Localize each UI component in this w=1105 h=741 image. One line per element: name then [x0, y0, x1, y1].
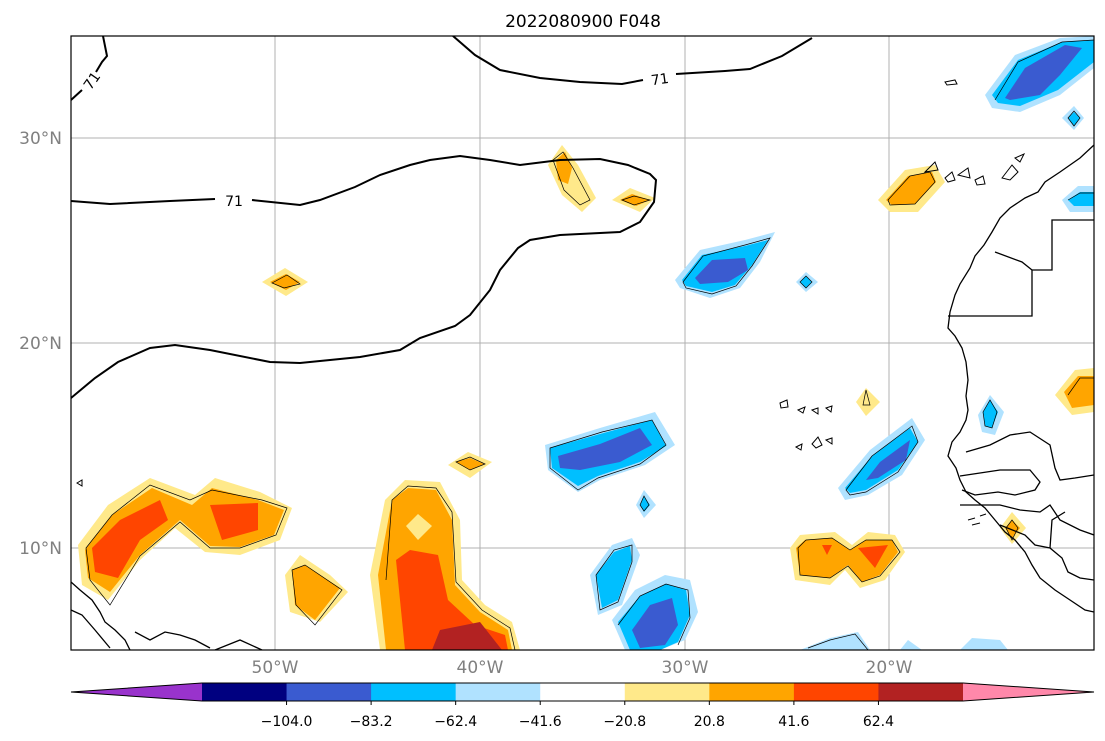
- anomaly-blob-neg: [845, 428, 918, 493]
- country-border: [994, 251, 1033, 271]
- cape-verde-island: [779, 399, 789, 409]
- africa-coast: [947, 144, 1094, 613]
- isoline-71: [71, 36, 813, 399]
- latitude-labels: 30°N 20°N 10°N: [19, 129, 62, 559]
- cape-verde-island: [811, 436, 823, 449]
- colorbar-extend-high: [963, 683, 1094, 701]
- islands: [76, 79, 1026, 526]
- bijagos-island: [967, 513, 987, 526]
- cape-verde-island: [796, 406, 806, 414]
- colorbar-tick-label: 20.8: [694, 714, 725, 730]
- canary-island: [974, 175, 986, 186]
- anomaly-blob-neg: [695, 258, 748, 284]
- cape-verde-island: [794, 443, 803, 451]
- anomaly-blob-neg: [900, 640, 922, 650]
- anomaly-blob-pos: [406, 514, 432, 540]
- map-area: 71 71 71: [71, 36, 1094, 650]
- anomaly-blob-pos: [822, 545, 832, 555]
- colorbar-tick-label: −20.8: [603, 714, 646, 730]
- colorbar-tick-label: −62.4: [434, 714, 477, 730]
- anomaly-blob-pos: [856, 388, 880, 416]
- canary-island: [923, 161, 939, 173]
- coastlines: [71, 144, 1094, 650]
- colorbar-swatch: [286, 683, 372, 701]
- canary-island: [1014, 152, 1026, 163]
- anomaly-blob-pos: [210, 503, 258, 540]
- lon-label: 50°W: [252, 658, 299, 678]
- colorbar-swatch: [878, 683, 964, 701]
- lat-label: 10°N: [19, 539, 62, 559]
- anomaly-blob-pos: [432, 622, 502, 650]
- south-america-coast: [71, 581, 131, 650]
- anomaly-blob-neg: [632, 598, 678, 648]
- anomaly-blob-neg: [866, 440, 910, 480]
- colorbar-swatch: [793, 683, 879, 701]
- anomaly-blob-pos: [396, 550, 508, 650]
- canary-island: [1001, 164, 1019, 181]
- cape-verde-island: [824, 437, 833, 445]
- anomaly-blob-pos: [620, 194, 650, 206]
- country-border: [959, 469, 1041, 496]
- colorbar-swatch: [540, 683, 626, 701]
- colorbar-swatch: [709, 683, 795, 701]
- canary-island: [944, 171, 956, 183]
- canary-island: [956, 167, 971, 179]
- country-border: [960, 504, 1094, 536]
- anomaly-blob-neg: [960, 638, 1008, 650]
- colorbar-ticks: −104.0 −83.2 −62.4 −41.6 −20.8 20.8 41.6 62.4: [261, 701, 894, 730]
- isoline-label: 71: [650, 71, 670, 89]
- country-border: [965, 431, 1094, 481]
- graticule: [71, 36, 1094, 650]
- negative-anomaly-areas: [545, 36, 1094, 650]
- colorbar-tick-label: −83.2: [350, 714, 393, 730]
- anomaly-blob-neg: [1068, 112, 1080, 126]
- isoline-label: 71: [225, 194, 243, 210]
- country-border: [1049, 511, 1066, 549]
- colorbar-outline: [70, 682, 1095, 702]
- anomaly-blob-pos: [92, 500, 168, 578]
- anomaly-blob-pos: [292, 565, 340, 620]
- colorbar-extend-low: [71, 683, 202, 701]
- anomaly-blob-neg: [1005, 45, 1082, 100]
- map-frame: [70, 35, 1095, 651]
- colorbar-tick-label: 62.4: [863, 714, 894, 730]
- lat-label: 30°N: [19, 129, 62, 149]
- anomaly-blob-pos: [858, 545, 888, 568]
- island: [76, 479, 83, 487]
- longitude-labels: 50°W 40°W 30°W 20°W: [252, 658, 913, 678]
- lon-label: 30°W: [662, 658, 709, 678]
- map-title: 2022080900 F048: [505, 12, 661, 32]
- colorbar-swatch: [455, 683, 541, 701]
- colorbar-swatch: [371, 683, 457, 701]
- anomaly-blob-pos: [1064, 376, 1094, 408]
- south-america-border: [71, 609, 263, 650]
- colorbar-tick-label: −41.6: [519, 714, 562, 730]
- anomaly-blob-neg: [1068, 192, 1094, 206]
- anomaly-outlines: [85, 39, 1094, 650]
- anomaly-blob-neg: [800, 632, 870, 650]
- lat-label: 20°N: [19, 334, 62, 354]
- colorbar-tick-label: 41.6: [778, 714, 809, 730]
- cape-verde-island: [824, 405, 833, 413]
- country-border: [999, 524, 1094, 581]
- positive-anomaly-areas: [78, 145, 1094, 650]
- colorbar: [70, 682, 1095, 702]
- lon-label: 40°W: [457, 658, 504, 678]
- lon-label: 20°W: [866, 658, 913, 678]
- colorbar-tick-label: −104.0: [261, 714, 313, 730]
- anomaly-blob-neg: [596, 546, 632, 608]
- western-sahara-border: [948, 219, 1094, 317]
- cape-verde-island: [810, 407, 819, 415]
- anomaly-blob-neg: [558, 428, 652, 470]
- anomaly-blob-pos: [886, 172, 936, 205]
- madeira-island: [944, 79, 958, 86]
- colorbar-swatch: [624, 683, 710, 701]
- colorbar-swatch: [202, 683, 288, 701]
